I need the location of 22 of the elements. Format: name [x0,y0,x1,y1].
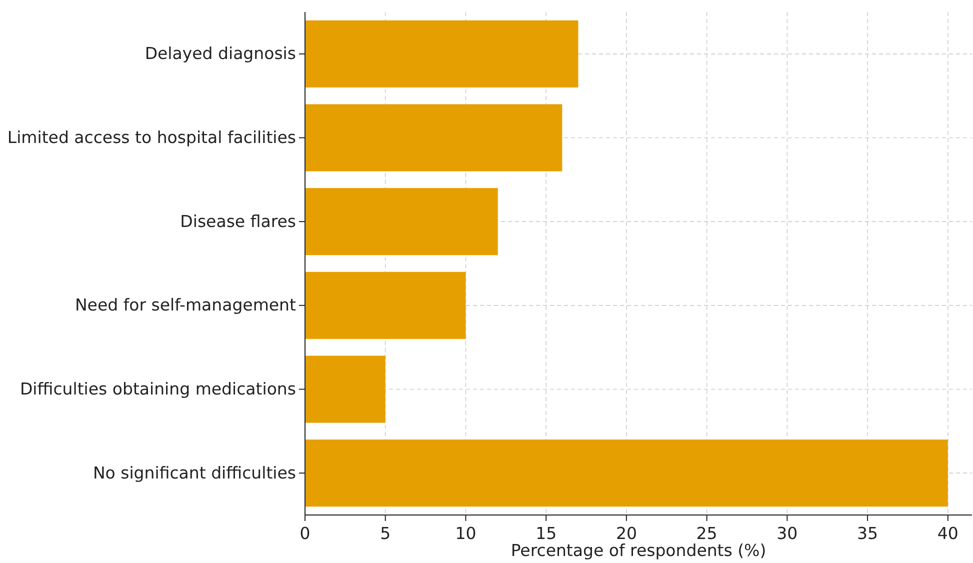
y-tick-label: Disease flares [180,212,296,231]
x-tick-label: 5 [380,524,391,543]
x-tick-label: 25 [696,524,718,543]
bar [305,104,562,172]
y-tick-label: Need for self-management [74,296,297,315]
x-tick-label: 0 [300,524,310,543]
bar [305,356,386,423]
bar [305,188,498,256]
y-tick-label: Limited access to hospital facilities [7,128,296,148]
x-tick-label: 40 [937,524,958,543]
y-tick-label: Delayed diagnosis [144,44,296,64]
x-tick-label: 20 [616,524,637,543]
x-tick-label: 35 [857,524,878,543]
bar [305,440,948,507]
x-tick-label: 15 [536,524,557,543]
y-tick-label: Difficulties obtaining medications [20,380,296,399]
bar [305,272,466,339]
x-tick-label: 10 [455,524,476,543]
y-tick-label: No significant difficulties [92,463,296,482]
bar [305,20,578,88]
x-tick-label: 30 [776,524,798,543]
x-axis-title: Percentage of respondents (%) [510,541,766,560]
